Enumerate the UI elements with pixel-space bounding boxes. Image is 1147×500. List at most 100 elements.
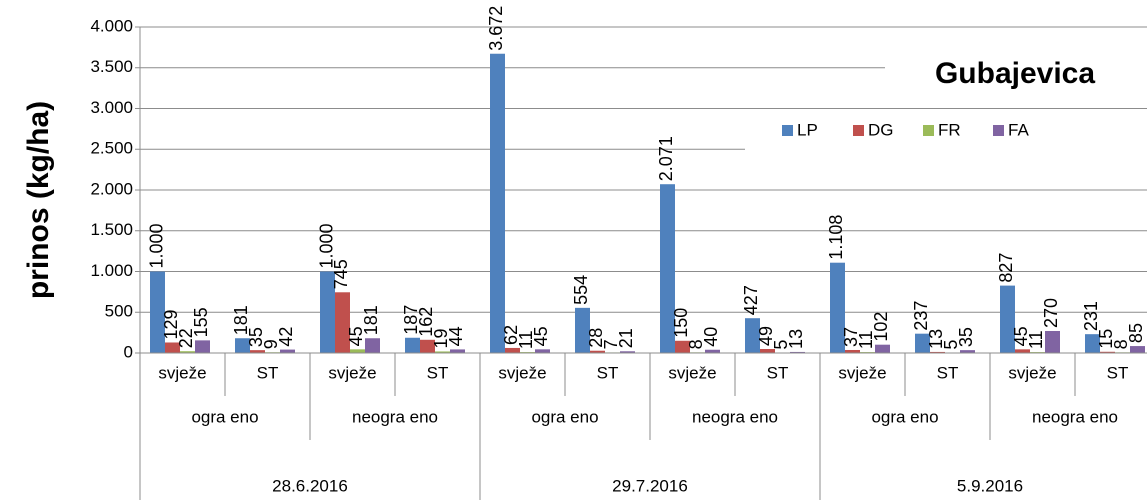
data-label: 155 xyxy=(191,307,211,337)
data-label: 1.000 xyxy=(316,223,336,268)
legend-background xyxy=(745,112,1147,150)
bar xyxy=(280,349,295,353)
data-label: 62 xyxy=(501,325,521,345)
x-tick-label: ST xyxy=(597,363,619,382)
data-label: 45 xyxy=(1011,326,1031,346)
data-label: 13 xyxy=(786,329,806,349)
data-label: 44 xyxy=(446,326,466,346)
bar xyxy=(1130,346,1145,353)
data-label: 15 xyxy=(1096,329,1116,349)
x-tick-label: ST xyxy=(257,363,279,382)
bar xyxy=(165,342,180,353)
bar xyxy=(1000,285,1015,353)
bar xyxy=(365,338,380,353)
bar xyxy=(745,318,760,353)
x-tick-label: svježe xyxy=(498,363,546,382)
data-label: 162 xyxy=(416,307,436,337)
bar xyxy=(535,349,550,353)
bar xyxy=(250,350,265,353)
data-label: 11 xyxy=(1026,330,1046,349)
y-tick-label: 1.500 xyxy=(90,220,133,239)
bar xyxy=(350,349,365,353)
data-label: 129 xyxy=(161,309,181,339)
y-tick-label: 1.000 xyxy=(90,261,133,280)
x-top-group-label: 5.9.2016 xyxy=(957,476,1023,495)
data-label: 231 xyxy=(1081,301,1101,331)
bar xyxy=(405,337,420,353)
bar xyxy=(915,333,930,353)
data-label: 19 xyxy=(431,328,451,348)
data-label: 181 xyxy=(361,305,381,335)
data-label: 9 xyxy=(261,339,281,349)
x-tick-label: svježe xyxy=(668,363,716,382)
x-top-group-label: 28.6.2016 xyxy=(272,476,348,495)
data-label: 11 xyxy=(516,330,536,349)
x-group-label: neogra eno xyxy=(352,407,438,426)
data-label: 85 xyxy=(1126,323,1146,343)
data-label: 21 xyxy=(616,328,636,348)
data-label: 49 xyxy=(756,326,776,346)
data-label: 28 xyxy=(586,328,606,348)
bar xyxy=(195,340,210,353)
x-tick-label: ST xyxy=(767,363,789,382)
chart-title: Gubajevica xyxy=(935,57,1095,90)
bar xyxy=(320,271,335,353)
bar xyxy=(590,350,605,353)
data-label: 181 xyxy=(231,305,251,335)
bar xyxy=(235,338,250,353)
bar xyxy=(335,292,350,353)
data-label: 745 xyxy=(331,259,351,289)
bar xyxy=(845,349,860,353)
data-label: 13 xyxy=(926,329,946,349)
title-background xyxy=(885,48,1147,100)
data-label: 35 xyxy=(956,327,976,347)
x-tick-label: svježe xyxy=(158,363,206,382)
data-label: 2.071 xyxy=(656,136,676,181)
x-tick-label: ST xyxy=(937,363,959,382)
x-group-label: ogra eno xyxy=(871,407,938,426)
bar xyxy=(450,349,465,353)
bar xyxy=(620,351,635,353)
y-tick-label: 4.000 xyxy=(90,16,133,35)
x-tick-label: ST xyxy=(1107,363,1129,382)
legend-label: FA xyxy=(1008,120,1029,139)
x-group-label: ogra eno xyxy=(531,407,598,426)
bar xyxy=(930,351,945,353)
legend-swatch xyxy=(782,125,793,136)
legend-label: FR xyxy=(938,120,961,139)
data-label: 427 xyxy=(741,285,761,315)
bar xyxy=(790,351,805,353)
legend-swatch xyxy=(993,125,1004,136)
bar xyxy=(660,184,675,353)
y-tick-label: 0 xyxy=(124,342,133,361)
legend-swatch xyxy=(923,125,934,136)
data-label: 150 xyxy=(671,308,691,338)
x-group-label: neogra eno xyxy=(692,407,778,426)
data-label: 187 xyxy=(401,305,421,335)
x-group-label: neogra eno xyxy=(1032,407,1118,426)
bar xyxy=(435,351,450,353)
data-label: 554 xyxy=(571,275,591,305)
y-tick-label: 3.500 xyxy=(90,57,133,76)
data-label: 45 xyxy=(346,326,366,346)
bar xyxy=(1015,349,1030,353)
data-label: 37 xyxy=(841,327,861,347)
data-label: 237 xyxy=(911,301,931,331)
x-tick-label: svježe xyxy=(328,363,376,382)
data-label: 11 xyxy=(856,330,876,349)
x-group-label: ogra eno xyxy=(191,407,258,426)
data-label: 5 xyxy=(771,340,791,350)
bar xyxy=(490,53,505,354)
bar xyxy=(1045,330,1060,353)
y-tick-label: 500 xyxy=(105,302,133,321)
data-label: 827 xyxy=(996,253,1016,283)
data-label: 40 xyxy=(701,327,721,347)
y-axis-label: prinos (kg/ha) xyxy=(22,101,55,299)
data-label: 1.000 xyxy=(146,223,166,268)
data-label: 8 xyxy=(686,339,706,349)
data-label: 35 xyxy=(246,327,266,347)
bar xyxy=(420,339,435,353)
x-tick-label: svježe xyxy=(838,363,886,382)
legend-swatch xyxy=(853,125,864,136)
